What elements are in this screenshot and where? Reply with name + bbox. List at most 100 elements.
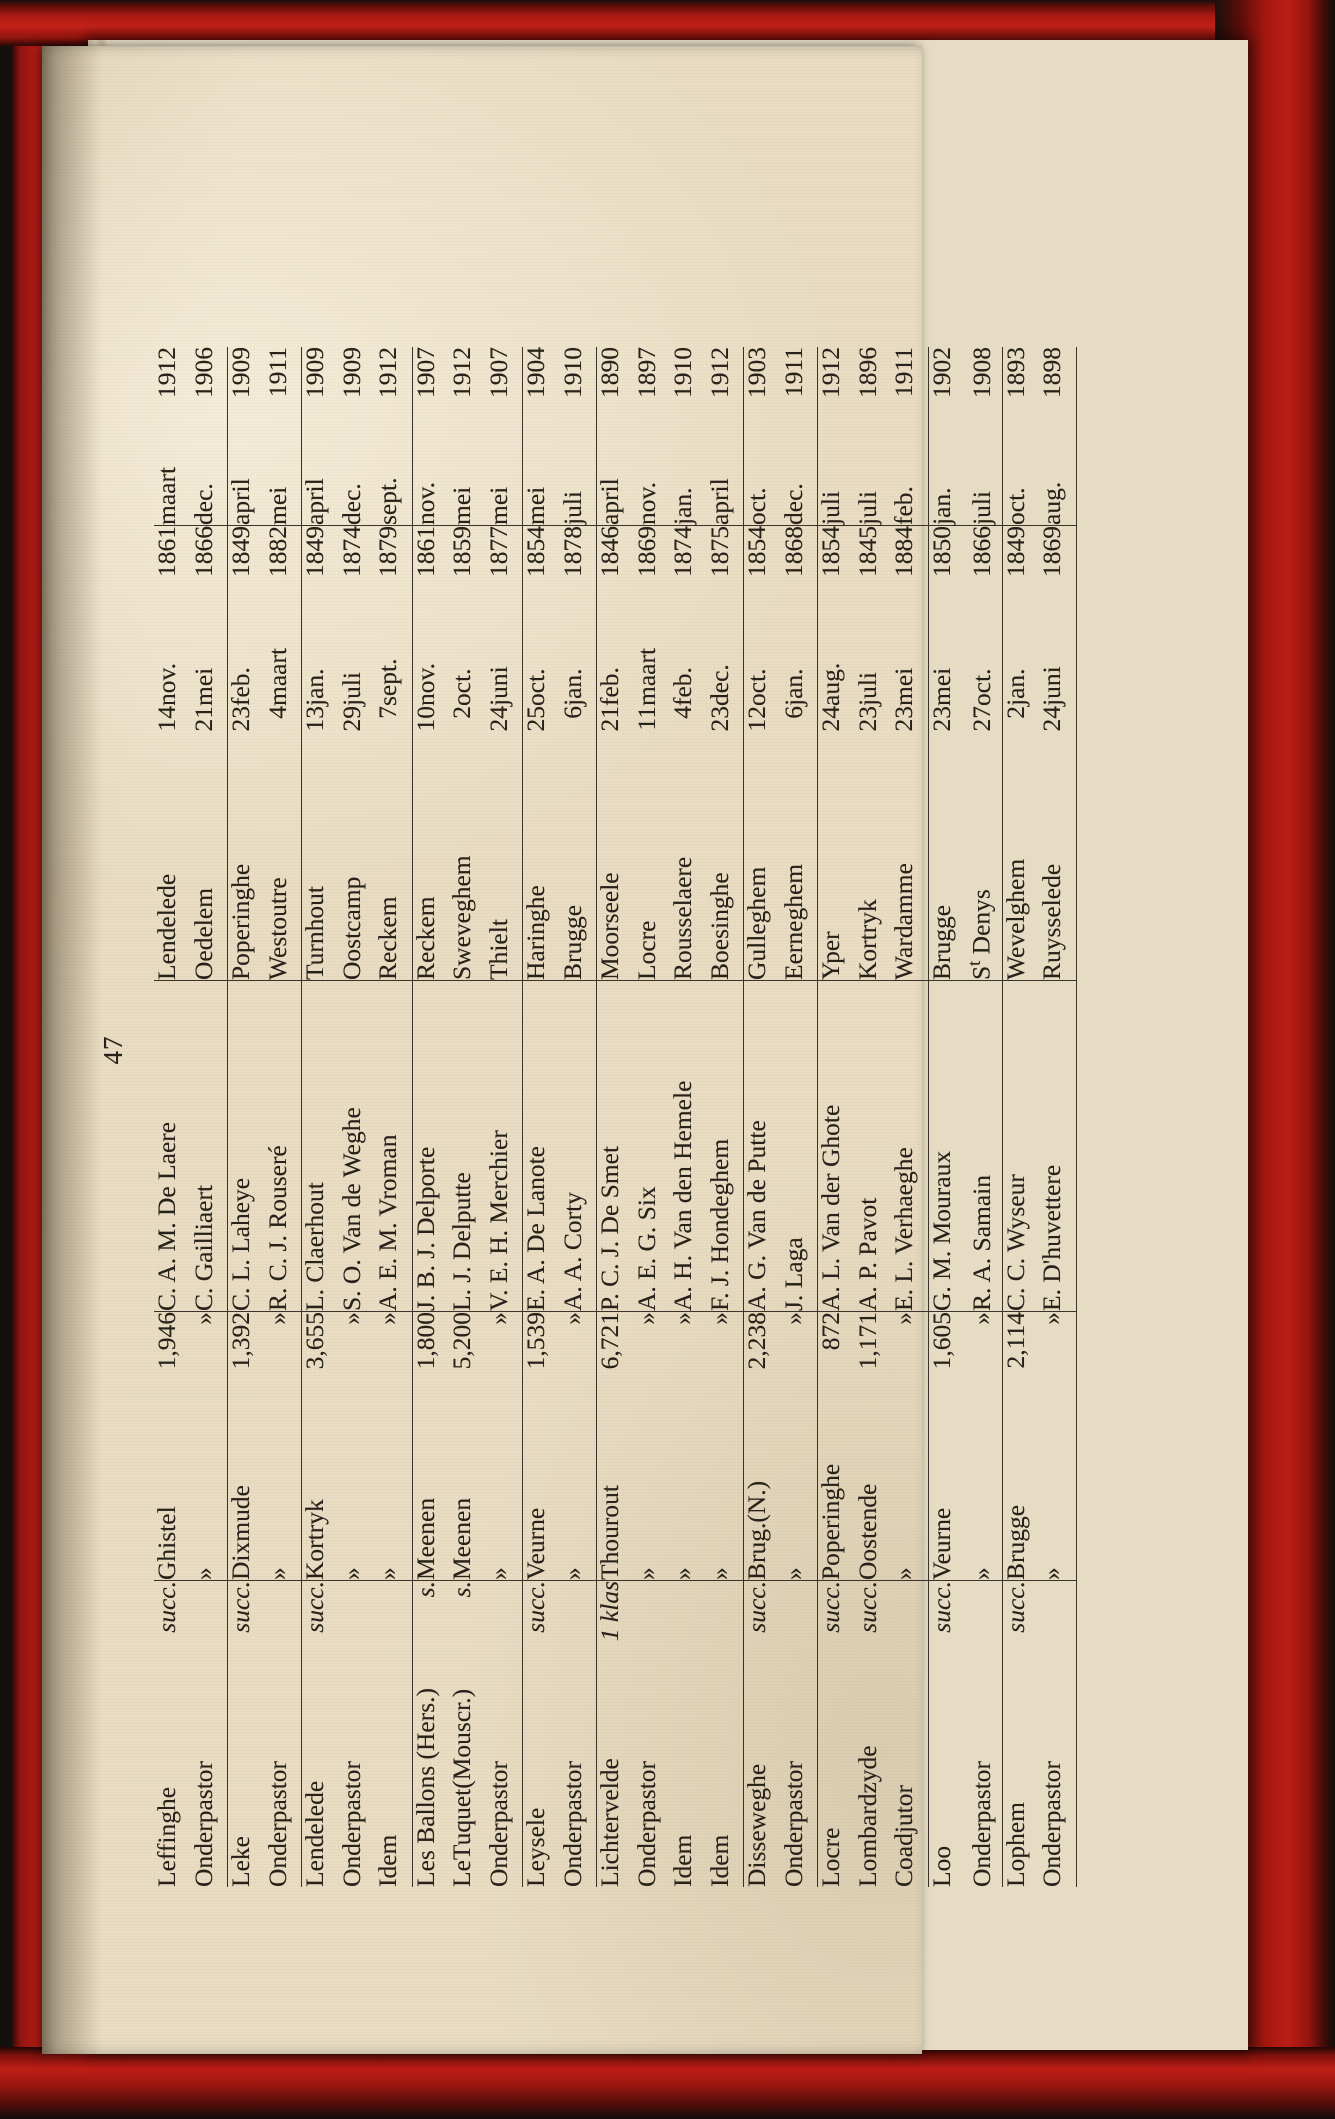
cell-pop: » [558,1311,597,1424]
cell-place: Leke [226,1836,255,1887]
cell-ay: 1912 [816,347,845,398]
cell-name: G. M. Mouraux [927,980,965,1312]
cell-ay: 1906 [189,347,228,433]
cell-succ [375,1580,412,1673]
cell-dean: » [263,1424,302,1581]
cell-place: Lendelede [300,1780,329,1887]
table-row: Onderpastor»» R. A. Samain St Denys 27 oct. 1… [964,347,1002,1887]
cell-name: J. Laga [779,980,818,1312]
scanned-page: 47 Leffinghe succ. Ghistel 1,946 C. A. M. De… [42,46,1076,2054]
cell-ay: 1898 [1037,347,1076,433]
cell-pop: 1,539 [521,1312,550,1370]
cell-bd: 23 [852,706,882,732]
cell-pop: » [484,1311,523,1424]
cell-place: Disseweghe [742,1763,771,1887]
cell-ay: 1910 [558,347,597,433]
cell-name: F. J. Hondeghem [705,980,744,1312]
cell-place: Lichtervelde [595,1758,624,1887]
cell-ay: 1907 [410,347,440,398]
cell-loc: Thielt [484,770,523,981]
cell-dean: Poperinghe [816,1424,855,1581]
cell-by: 1875 [705,525,744,622]
table-row: Coadjutor»» E. L. Verhaeghe Wardamme 23 mei 1… [889,347,928,1887]
cell-ay: 1909 [300,347,329,398]
table-row: Idem»» F. J. Hondeghem Boesinghe 23 dec. 1875… [705,347,744,1887]
cell-ay: 1890 [595,347,624,398]
cell-loc: Boesinghe [705,770,744,981]
cell-loc: Lendelede [152,770,191,981]
cell-by: 1868 [779,525,818,622]
cell-by: 1884 [889,525,928,622]
cell-dean: » [779,1424,818,1581]
cell-dean: » [632,1424,670,1581]
cell-by: 1849 [226,526,255,577]
cell-bd: 25 [521,706,550,732]
cell-loc: Haringhe [521,770,560,981]
table-row: Onderpastor»» A. A. Corty Brugge 6 jan. 1878 j… [558,347,597,1887]
cell-succ [891,1580,928,1673]
cell-ay: 1893 [1000,347,1030,398]
cell-ay: 1911 [263,347,302,433]
cell-bd: 21 [189,706,228,770]
cell-ay: 1912 [447,347,476,398]
cell-name: S. O. Van de Weghe [337,980,375,1312]
cell-bm: mei [889,622,928,706]
cell-pop: » [965,1311,1002,1424]
cell-name: R. C. J. Rouseré [263,980,302,1312]
cell-am: juli [965,433,1002,526]
cell-bd: 21 [595,706,624,732]
cell-bd: 14 [152,706,181,732]
cell-dean: Kortryk [300,1424,339,1581]
cell-place: Onderpastor [631,1760,661,1887]
cell-by: 1878 [558,525,597,622]
cell-bm: mei [189,622,228,706]
cell-bd: 23 [226,706,255,732]
cell-place: Onderpastor [484,1673,523,1887]
cell-dean: » [705,1424,744,1581]
cell-dean: Brugge [1001,1424,1039,1581]
table-row: Onderpastor»» E. D'huvettere Ruysselede 24 j… [1037,347,1076,1887]
cell-succ [264,1580,302,1673]
cell-ay: 1908 [965,347,1002,433]
cell-dean: » [558,1424,597,1581]
cell-bd: 4 [668,706,697,719]
cell-by: 1859 [447,526,476,577]
cell-by: 1846 [595,526,624,577]
table-row: Onderpastor»» V. E. H. Merchier Thielt 24 ju… [484,347,523,1887]
cell-bm: feb. [226,667,255,706]
cell-bd: 7 [373,706,412,770]
cell-bd: 12 [742,706,771,732]
cell-place: Idem [705,1673,744,1887]
table-row: Lombardzyde succ. Oostende 1,171 A. P. Pavot… [852,347,891,1887]
cell-dean: Dixmude [226,1424,265,1581]
cell-loc: Wevelghem [1001,770,1039,981]
cell-am: juli [853,433,891,526]
cell-am: jan. [927,433,965,526]
cell-bm: oct. [447,668,476,706]
cell-am: juli [816,433,855,526]
cell-dean: » [484,1424,523,1581]
cell-pop: 1,605 [926,1312,956,1370]
cell-am: maart [152,433,191,526]
cell-pop: » [263,1311,302,1424]
table-row: Les Ballons (Hers.) s. Meenen 1,800 J. B. J.… [410,347,449,1887]
cell-bm: juli [852,671,882,706]
cell-bm: oct. [521,668,550,706]
table-body: Leffinghe succ. Ghistel 1,946 C. A. M. De La… [152,347,1076,1887]
book-cover-bottom-edge [0,2047,1335,2119]
cell-by: 1882 [263,525,302,622]
cell-succ: succ. [926,1581,956,1633]
cell-loc: Gulleghem [742,770,781,981]
cell-succ: succ. [521,1581,550,1633]
cell-bm: oct. [742,668,771,706]
cell-pop: » [631,1312,661,1325]
cell-loc: Oostcamp [337,770,375,981]
cell-pop: » [1037,1311,1076,1424]
cell-pop: » [373,1311,412,1424]
cell-bd: 23 [926,706,956,732]
cell-dean: Veurne [521,1424,560,1581]
cell-bd: 6 [558,706,597,770]
cell-name: E. L. Verhaeghe [889,980,928,1312]
table-row: Onderpastor»» S. O. Van de Weghe Oostcamp 2… [337,347,375,1887]
cell-am: nov. [632,433,670,526]
